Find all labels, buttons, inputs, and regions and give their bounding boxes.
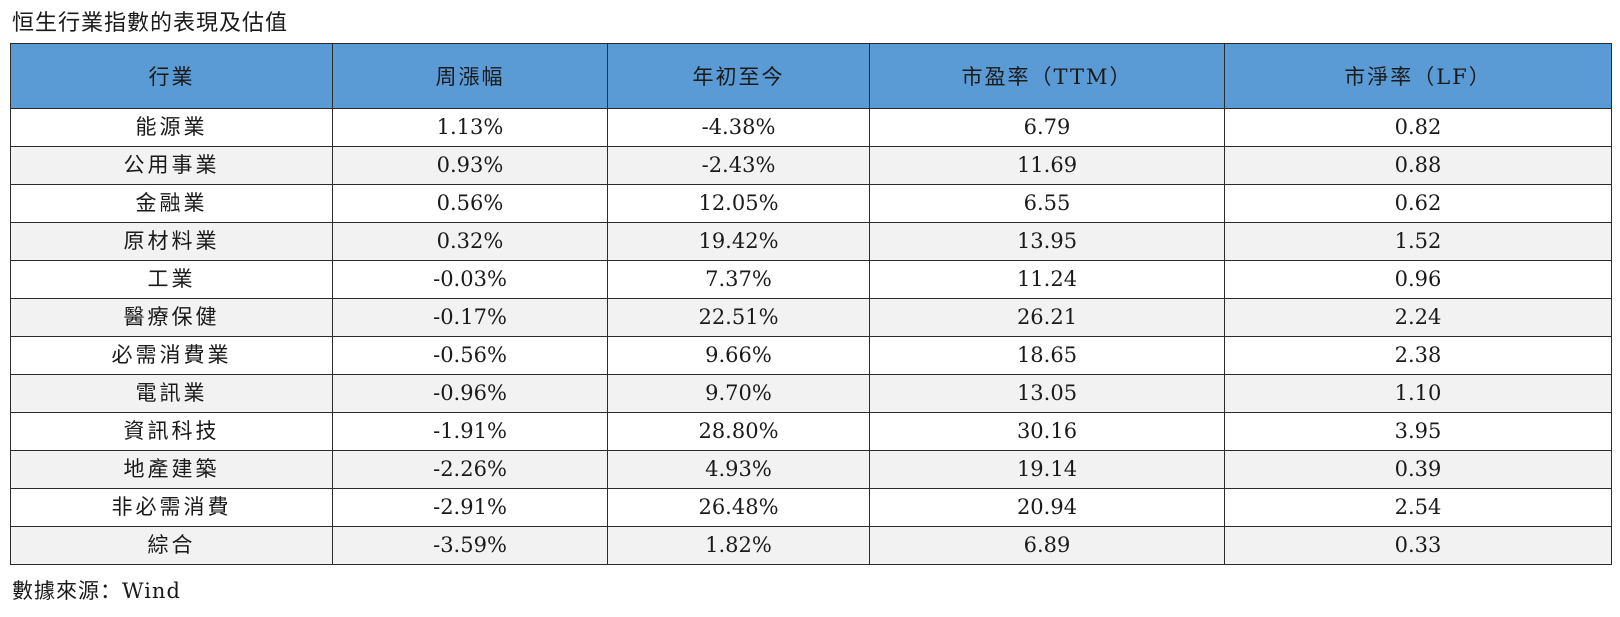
column-header-pb-lf: 市淨率（LF） bbox=[1224, 43, 1612, 109]
sector-performance-table: 行業 周漲幅 年初至今 市盈率（TTM） 市淨率（LF） 能源業 1.13% -… bbox=[10, 43, 1612, 565]
week-change-cell: -0.17% bbox=[332, 298, 608, 337]
week-change-cell: -2.26% bbox=[332, 450, 608, 489]
sector-cell: 資訊科技 bbox=[10, 412, 333, 451]
sector-cell: 地產建築 bbox=[10, 450, 333, 489]
column-header-sector: 行業 bbox=[10, 43, 333, 109]
pb-lf-cell: 0.39 bbox=[1224, 450, 1612, 489]
pb-lf-cell: 1.10 bbox=[1224, 374, 1612, 413]
week-change-cell: 0.32% bbox=[332, 222, 608, 261]
data-source-note: 數據來源：Wind bbox=[12, 579, 181, 603]
table-row: 醫療保健 -0.17% 22.51% 26.21 2.24 bbox=[10, 298, 1612, 337]
sector-cell: 金融業 bbox=[10, 184, 333, 223]
week-change-cell: 1.13% bbox=[332, 108, 608, 147]
pb-lf-cell: 0.88 bbox=[1224, 146, 1612, 185]
table-row: 原材料業 0.32% 19.42% 13.95 1.52 bbox=[10, 222, 1612, 261]
ytd-cell: 28.80% bbox=[607, 412, 870, 451]
sector-cell: 必需消費業 bbox=[10, 336, 333, 375]
column-header-pe-ttm: 市盈率（TTM） bbox=[869, 43, 1225, 109]
ytd-cell: -4.38% bbox=[607, 108, 870, 147]
week-change-cell: -0.96% bbox=[332, 374, 608, 413]
pe-ttm-cell: 18.65 bbox=[869, 336, 1225, 375]
week-change-cell: 0.56% bbox=[332, 184, 608, 223]
ytd-cell: 1.82% bbox=[607, 526, 870, 565]
pe-ttm-cell: 19.14 bbox=[869, 450, 1225, 489]
ytd-cell: 22.51% bbox=[607, 298, 870, 337]
ytd-cell: 12.05% bbox=[607, 184, 870, 223]
table-row: 電訊業 -0.96% 9.70% 13.05 1.10 bbox=[10, 374, 1612, 413]
pe-ttm-cell: 11.24 bbox=[869, 260, 1225, 299]
sector-cell: 公用事業 bbox=[10, 146, 333, 185]
pe-ttm-cell: 6.89 bbox=[869, 526, 1225, 565]
pb-lf-cell: 0.62 bbox=[1224, 184, 1612, 223]
pe-ttm-cell: 20.94 bbox=[869, 488, 1225, 527]
ytd-cell: 4.93% bbox=[607, 450, 870, 489]
table-row: 必需消費業 -0.56% 9.66% 18.65 2.38 bbox=[10, 336, 1612, 375]
pb-lf-cell: 3.95 bbox=[1224, 412, 1612, 451]
table-row: 能源業 1.13% -4.38% 6.79 0.82 bbox=[10, 108, 1612, 147]
pe-ttm-cell: 11.69 bbox=[869, 146, 1225, 185]
ytd-cell: 9.66% bbox=[607, 336, 870, 375]
pe-ttm-cell: 6.79 bbox=[869, 108, 1225, 147]
pe-ttm-cell: 13.05 bbox=[869, 374, 1225, 413]
pe-ttm-cell: 26.21 bbox=[869, 298, 1225, 337]
week-change-cell: -0.03% bbox=[332, 260, 608, 299]
pb-lf-cell: 2.54 bbox=[1224, 488, 1612, 527]
sector-cell: 工業 bbox=[10, 260, 333, 299]
sector-cell: 醫療保健 bbox=[10, 298, 333, 337]
ytd-cell: 26.48% bbox=[607, 488, 870, 527]
ytd-cell: 7.37% bbox=[607, 260, 870, 299]
table-row: 金融業 0.56% 12.05% 6.55 0.62 bbox=[10, 184, 1612, 223]
table-row: 公用事業 0.93% -2.43% 11.69 0.88 bbox=[10, 146, 1612, 185]
sector-cell: 電訊業 bbox=[10, 374, 333, 413]
table-row: 非必需消費 -2.91% 26.48% 20.94 2.54 bbox=[10, 488, 1612, 527]
table-header-row: 行業 周漲幅 年初至今 市盈率（TTM） 市淨率（LF） bbox=[10, 43, 1612, 109]
sector-cell: 能源業 bbox=[10, 108, 333, 147]
pe-ttm-cell: 13.95 bbox=[869, 222, 1225, 261]
week-change-cell: -3.59% bbox=[332, 526, 608, 565]
column-header-ytd: 年初至今 bbox=[607, 43, 870, 109]
column-header-week-change: 周漲幅 bbox=[332, 43, 608, 109]
table-row: 工業 -0.03% 7.37% 11.24 0.96 bbox=[10, 260, 1612, 299]
week-change-cell: -2.91% bbox=[332, 488, 608, 527]
pb-lf-cell: 0.96 bbox=[1224, 260, 1612, 299]
week-change-cell: -1.91% bbox=[332, 412, 608, 451]
pe-ttm-cell: 30.16 bbox=[869, 412, 1225, 451]
pb-lf-cell: 2.38 bbox=[1224, 336, 1612, 375]
week-change-cell: -0.56% bbox=[332, 336, 608, 375]
week-change-cell: 0.93% bbox=[332, 146, 608, 185]
sector-cell: 非必需消費 bbox=[10, 488, 333, 527]
sector-cell: 綜合 bbox=[10, 526, 333, 565]
table-row: 資訊科技 -1.91% 28.80% 30.16 3.95 bbox=[10, 412, 1612, 451]
table-row: 綜合 -3.59% 1.82% 6.89 0.33 bbox=[10, 526, 1612, 565]
pb-lf-cell: 0.82 bbox=[1224, 108, 1612, 147]
pb-lf-cell: 0.33 bbox=[1224, 526, 1612, 565]
pe-ttm-cell: 6.55 bbox=[869, 184, 1225, 223]
ytd-cell: -2.43% bbox=[607, 146, 870, 185]
ytd-cell: 19.42% bbox=[607, 222, 870, 261]
pb-lf-cell: 2.24 bbox=[1224, 298, 1612, 337]
ytd-cell: 9.70% bbox=[607, 374, 870, 413]
pb-lf-cell: 1.52 bbox=[1224, 222, 1612, 261]
table-row: 地產建築 -2.26% 4.93% 19.14 0.39 bbox=[10, 450, 1612, 489]
table-title: 恒生行業指數的表現及估值 bbox=[12, 11, 289, 36]
sector-cell: 原材料業 bbox=[10, 222, 333, 261]
